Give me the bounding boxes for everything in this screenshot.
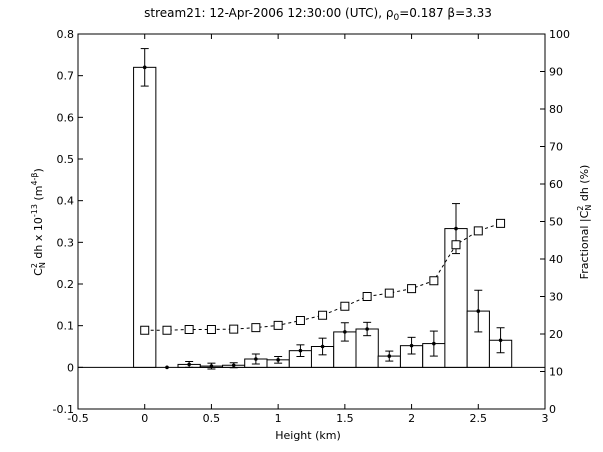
bar-point bbox=[142, 65, 147, 70]
bar-point bbox=[320, 344, 325, 349]
bar-point bbox=[409, 343, 414, 348]
y-left-tick-label: -0.1 bbox=[53, 403, 74, 416]
cumulative-marker bbox=[206, 325, 216, 334]
bar-point bbox=[231, 363, 236, 368]
svg-text:stream21: 12-Apr-2006 12:30:00: stream21: 12-Apr-2006 12:30:00 (UTC), ρ0… bbox=[144, 6, 492, 23]
x-tick-label: 2.5 bbox=[470, 412, 488, 425]
title-rho-symbol: ρ bbox=[386, 6, 394, 20]
y-axis-left-label: C2N dh x 10-13 (m4-β) bbox=[30, 168, 47, 276]
cumulative-marker bbox=[384, 288, 394, 298]
bar-point bbox=[298, 348, 303, 353]
x-axis-label: Height (km) bbox=[275, 429, 341, 442]
bar-point bbox=[254, 357, 258, 361]
bar-point bbox=[187, 362, 191, 367]
y-left-tick-label: 0.4 bbox=[57, 195, 75, 208]
cumulative-marker bbox=[451, 240, 461, 250]
y-left-tick-label: 0.3 bbox=[57, 236, 75, 249]
ylabel-right-sub: N bbox=[584, 205, 593, 211]
y-left-tick-label: 0.2 bbox=[57, 278, 75, 291]
title-main-text: stream21: 12-Apr-2006 12:30:00 (UTC), bbox=[144, 6, 386, 20]
cumulative-marker bbox=[473, 226, 483, 236]
y-right-tick-label: 50 bbox=[549, 216, 563, 229]
cumulative-marker bbox=[229, 324, 239, 334]
x-tick-label: 1 bbox=[275, 412, 282, 425]
ylabel-left-exp: -13 bbox=[30, 204, 39, 217]
y-left-tick-label: 0.5 bbox=[57, 153, 75, 166]
ylabel-left-sub: N bbox=[38, 262, 47, 268]
bar-point bbox=[498, 338, 503, 343]
cumulative-marker bbox=[251, 323, 261, 333]
bar-point bbox=[454, 226, 458, 231]
cumulative-marker bbox=[429, 276, 439, 286]
bar-point bbox=[432, 341, 436, 346]
cumulative-marker bbox=[362, 292, 372, 301]
y-right-tick-label: 20 bbox=[549, 328, 563, 341]
ylabel-right-sup: 2 bbox=[576, 206, 585, 211]
y-right-tick-label: 40 bbox=[549, 253, 563, 266]
x-tick-label: 3 bbox=[542, 412, 549, 425]
y-right-tick-label: 30 bbox=[549, 291, 563, 304]
chart-title: stream21: 12-Apr-2006 12:30:00 (UTC), ρ0… bbox=[144, 6, 492, 23]
bar-point bbox=[365, 327, 369, 331]
y-left-tick-label: 0 bbox=[67, 361, 74, 374]
y-right-tick-label: 10 bbox=[549, 366, 563, 379]
bar-point bbox=[276, 358, 280, 362]
cumulative-marker bbox=[140, 325, 150, 335]
ylabel-left-c: C bbox=[32, 268, 45, 276]
cumulative-marker bbox=[295, 316, 305, 325]
y-right-tick-label: 0 bbox=[549, 403, 556, 416]
ylabel-right-pre: Fractional |C bbox=[578, 210, 591, 279]
bar-point bbox=[343, 330, 347, 334]
title-rho-value: =0.187 β=3.33 bbox=[399, 6, 492, 20]
y-right-tick-label: 70 bbox=[549, 141, 563, 154]
x-tick-label: 2 bbox=[408, 412, 415, 425]
x-tick-label: 0.5 bbox=[203, 412, 221, 425]
y-left-tick-label: 0.7 bbox=[57, 70, 75, 83]
x-tick-label: -0.5 bbox=[67, 412, 88, 425]
ylabel-left-unit-exp: 4-β bbox=[30, 172, 39, 185]
cumulative-marker bbox=[184, 325, 194, 334]
y-left-tick-label: 0.8 bbox=[57, 28, 75, 41]
y-right-tick-label: 100 bbox=[549, 28, 570, 41]
bar-point bbox=[387, 354, 392, 358]
bar-point bbox=[476, 309, 481, 313]
x-tick-label: 0 bbox=[141, 412, 148, 425]
x-tick-label: 1.5 bbox=[336, 412, 354, 425]
cumulative-marker bbox=[496, 218, 506, 228]
y-right-tick-label: 60 bbox=[549, 178, 563, 191]
cumulative-marker bbox=[162, 325, 172, 335]
ylabel-left-unit-close: ) bbox=[32, 168, 45, 172]
ylabel-left-sup: 2 bbox=[30, 263, 39, 268]
ylabel-left-mid: dh x 10 bbox=[32, 217, 45, 262]
error-bar-series bbox=[140, 48, 505, 370]
bar-point bbox=[165, 365, 169, 370]
y-left-tick-label: 0.1 bbox=[57, 320, 75, 333]
title-rho-subscript: 0 bbox=[393, 13, 399, 23]
ylabel-right-post: dh (%) bbox=[578, 165, 591, 205]
cumulative-marker bbox=[318, 310, 328, 320]
y-axis-right-label: Fractional |C2N dh (%) bbox=[576, 165, 593, 280]
y-left-tick-label: 0.6 bbox=[57, 111, 75, 124]
bar-point bbox=[209, 364, 214, 368]
cumulative-marker bbox=[273, 320, 283, 330]
axes: -0.5 0 0.5 1 1.5 2 2.5 3 -0.1 0 0.1 0.2 0.3 0.4 0.5 0.6… bbox=[53, 28, 570, 425]
y-right-tick-label: 90 bbox=[549, 66, 563, 79]
cumulative-marker bbox=[340, 301, 350, 311]
y-right-tick-label: 80 bbox=[549, 103, 563, 116]
cumulative-series bbox=[140, 218, 506, 335]
ylabel-left-unit-open: (m bbox=[32, 186, 45, 205]
cumulative-marker bbox=[407, 284, 417, 294]
bar-series bbox=[133, 66, 513, 368]
bar bbox=[133, 66, 157, 368]
